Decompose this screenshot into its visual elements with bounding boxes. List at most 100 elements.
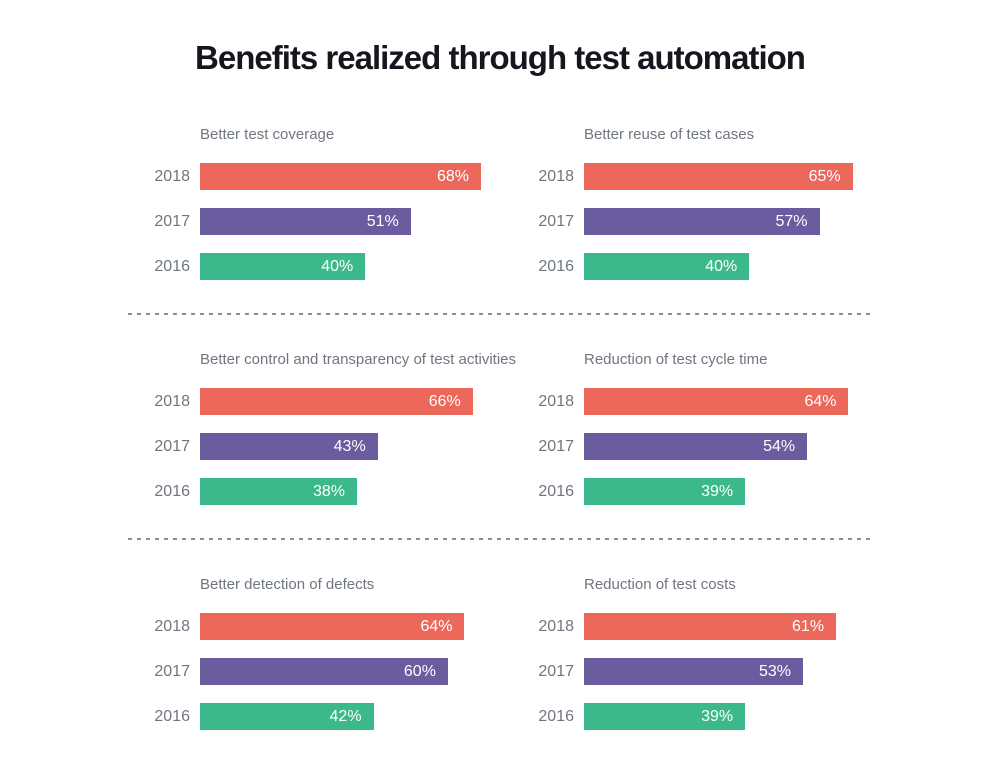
dashed-divider — [128, 538, 872, 540]
bar-2017: 54% — [584, 433, 808, 460]
bar-2018: 61% — [584, 613, 837, 640]
bar-row: 2018 66% — [128, 388, 481, 415]
bar-row: 2018 64% — [128, 613, 481, 640]
chart-better-detection-of-defects: Better detection of defects 2018 64% 201… — [128, 575, 481, 748]
chart-reduction-of-test-cycle-time: Reduction of test cycle time 2018 64% 20… — [512, 350, 865, 523]
year-label: 2018 — [154, 392, 190, 410]
bar-track: 60% — [200, 658, 481, 685]
bar-track: 64% — [200, 613, 481, 640]
bar-2018: 66% — [200, 388, 473, 415]
chart-better-reuse-of-test-cases: Better reuse of test cases 2018 65% 2017… — [512, 125, 865, 298]
year-label: 2017 — [154, 662, 190, 680]
bar-row: 2017 60% — [128, 658, 481, 685]
bar-value-label: 54% — [763, 437, 796, 455]
bar-row: 2016 40% — [512, 253, 865, 280]
bar-track: 68% — [200, 163, 481, 190]
bar-row: 2016 39% — [512, 478, 865, 505]
year-label: 2017 — [154, 437, 190, 455]
bar-2018: 64% — [200, 613, 465, 640]
bar-track: 39% — [584, 478, 865, 505]
bar-row: 2016 39% — [512, 703, 865, 730]
bar-2018: 64% — [584, 388, 849, 415]
dashed-divider — [128, 313, 872, 315]
bar-2017: 57% — [584, 208, 820, 235]
bar-row: 2018 61% — [512, 613, 865, 640]
year-label: 2017 — [154, 212, 190, 230]
year-label: 2016 — [538, 257, 574, 275]
bar-value-label: 53% — [758, 662, 791, 680]
bar-row: 2016 40% — [128, 253, 481, 280]
bar-value-label: 40% — [321, 257, 354, 275]
bar-value-label: 40% — [705, 257, 738, 275]
bar-2018: 65% — [584, 163, 853, 190]
bar-value-label: 65% — [808, 167, 841, 185]
bar-track: 54% — [584, 433, 865, 460]
bar-value-label: 64% — [420, 617, 453, 635]
bar-row: 2017 57% — [512, 208, 865, 235]
bar-track: 40% — [200, 253, 481, 280]
bar-value-label: 39% — [701, 707, 734, 725]
chart-title: Better detection of defects — [200, 576, 375, 593]
bar-value-label: 66% — [428, 392, 461, 410]
year-label: 2016 — [538, 482, 574, 500]
year-label: 2018 — [154, 617, 190, 635]
bar-row: 2018 65% — [512, 163, 865, 190]
bar-2016: 38% — [200, 478, 358, 505]
bar-2016: 39% — [584, 703, 746, 730]
bar-track: 43% — [200, 433, 481, 460]
bar-row: 2016 38% — [128, 478, 481, 505]
bar-2016: 40% — [200, 253, 366, 280]
bar-row: 2017 53% — [512, 658, 865, 685]
bar-value-label: 64% — [804, 392, 837, 410]
chart-title: Better control and transparency of test … — [200, 351, 516, 368]
year-label: 2016 — [154, 707, 190, 725]
year-label: 2017 — [538, 662, 574, 680]
bar-track: 61% — [584, 613, 865, 640]
chart-title: Better test coverage — [200, 126, 335, 143]
bar-track: 66% — [200, 388, 481, 415]
year-label: 2016 — [538, 707, 574, 725]
bar-2016: 42% — [200, 703, 374, 730]
bar-value-label: 42% — [329, 707, 362, 725]
bar-2017: 60% — [200, 658, 448, 685]
bar-value-label: 57% — [775, 212, 808, 230]
chart-better-test-coverage: Better test coverage 2018 68% 2017 51% 2… — [128, 125, 481, 298]
bar-row: 2016 42% — [128, 703, 481, 730]
chart-better-control-and-transparency: Better control and transparency of test … — [128, 350, 516, 523]
bar-value-label: 60% — [403, 662, 436, 680]
bar-row: 2018 64% — [512, 388, 865, 415]
year-label: 2018 — [538, 617, 574, 635]
year-label: 2017 — [538, 437, 574, 455]
bar-track: 40% — [584, 253, 865, 280]
bar-2017: 51% — [200, 208, 411, 235]
bar-track: 53% — [584, 658, 865, 685]
bar-track: 38% — [200, 478, 481, 505]
bar-value-label: 43% — [333, 437, 366, 455]
bar-value-label: 38% — [312, 482, 346, 500]
page-title: Benefits realized through test automatio… — [195, 39, 806, 76]
bar-value-label: 39% — [701, 482, 734, 500]
bar-value-label: 61% — [792, 617, 825, 635]
chart-title: Reduction of test cycle time — [584, 351, 768, 368]
bar-2017: 43% — [200, 433, 378, 460]
bar-value-label: 68% — [436, 167, 469, 185]
bar-track: 64% — [584, 388, 865, 415]
chart-title: Better reuse of test cases — [584, 126, 755, 143]
bar-row: 2017 43% — [128, 433, 481, 460]
year-label: 2018 — [154, 167, 190, 185]
year-label: 2016 — [154, 257, 190, 275]
bar-track: 42% — [200, 703, 481, 730]
bar-2017: 53% — [584, 658, 803, 685]
bar-2016: 40% — [584, 253, 750, 280]
bar-row: 2017 51% — [128, 208, 481, 235]
bar-track: 65% — [584, 163, 865, 190]
chart-reduction-of-test-costs: Reduction of test costs 2018 61% 2017 53… — [512, 575, 865, 748]
bar-track: 51% — [200, 208, 481, 235]
year-label: 2016 — [154, 482, 190, 500]
bar-row: 2018 68% — [128, 163, 481, 190]
bar-2016: 39% — [584, 478, 746, 505]
bar-value-label: 51% — [366, 212, 399, 230]
year-label: 2017 — [538, 212, 574, 230]
year-label: 2018 — [538, 167, 574, 185]
